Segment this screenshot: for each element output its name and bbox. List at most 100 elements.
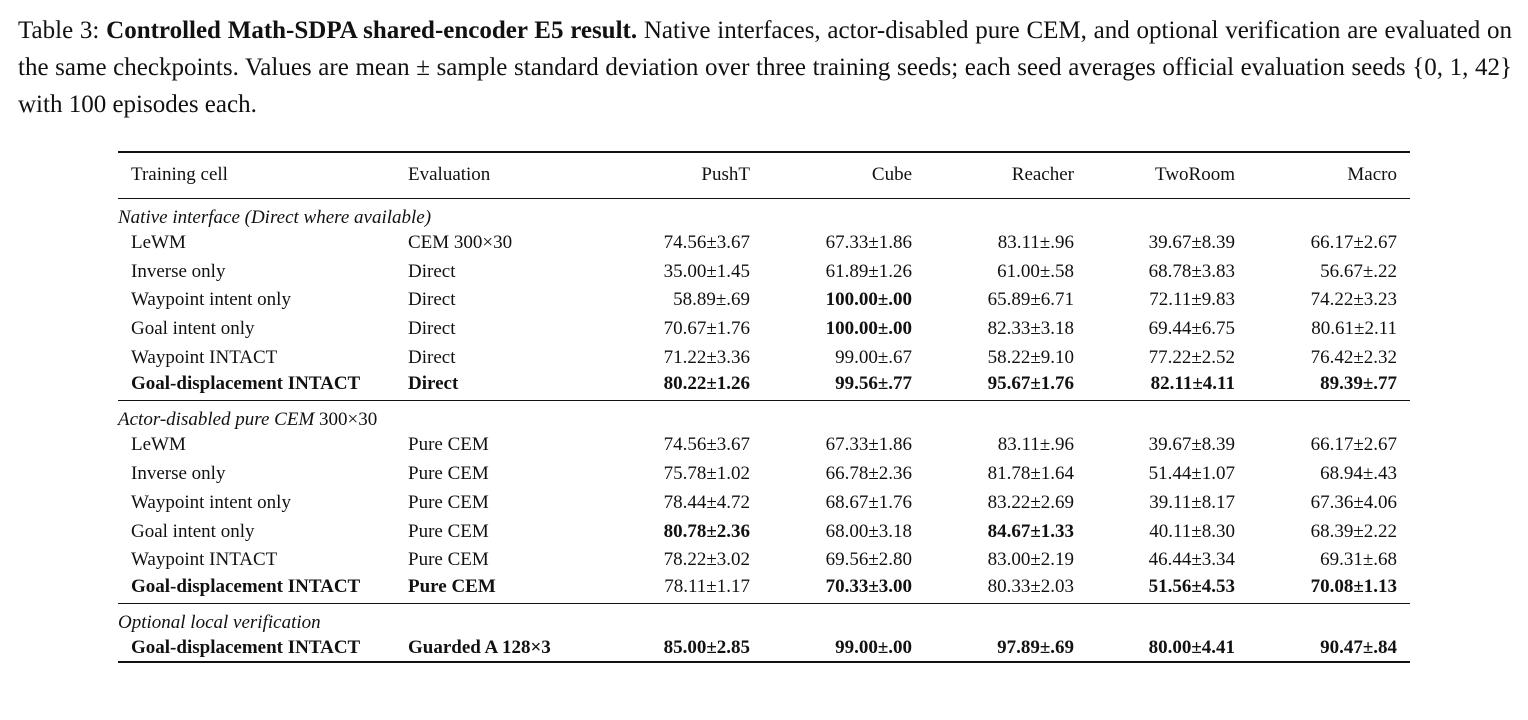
cell-cube: 68.67±1.76 [825,491,912,513]
cell-pusht: 74.56±3.67 [663,231,750,253]
cell-cube: 99.56±.77 [763,371,925,402]
header-training-cell: Training cell [131,164,228,186]
cell-pusht: 78.44±4.72 [663,491,750,513]
cell-reacher: 82.33±3.18 [987,317,1074,339]
cell-pusht: 71.22±3.36 [663,346,750,368]
cell-pusht: 85.00±2.85 [603,633,763,664]
cell-pusht: 75.78±1.02 [663,463,750,485]
table-row: Goal-displacement INTACT Direct 80.22±1.26… [118,371,1410,402]
cell-evaluation: Guarded A 128×3 [408,633,603,664]
cell-macro: 68.94±.43 [1320,463,1397,485]
cell-training-cell: LeWM [131,434,186,456]
cell-macro: 89.39±.77 [1248,371,1410,402]
cell-tworoom: 51.44±1.07 [1148,463,1235,485]
table-row: Waypoint intent only Pure CEM 78.44±4.72 68… [118,489,1410,518]
cell-macro: 74.22±3.23 [1310,289,1397,311]
table-header: Training cell Evaluation PushT Cube Reac… [118,152,1410,198]
table-caption: Table 3: Controlled Math-SDPA shared-enc… [18,12,1512,123]
cell-reacher: 97.89±.69 [925,633,1087,664]
cell-training-cell: Goal-displacement INTACT [118,371,408,402]
cell-cube: 67.33±1.86 [825,434,912,456]
cell-reacher: 95.67±1.76 [925,371,1087,402]
cell-training-cell: Waypoint intent only [131,491,291,513]
cell-reacher: 58.22±9.10 [987,346,1074,368]
cutoff-text-fragment [18,705,1512,720]
header-reacher: Reacher [1011,164,1074,186]
cell-cube: 100.00±.00 [825,317,912,339]
table-row: Waypoint INTACT Pure CEM 78.22±3.02 69.56±2… [118,546,1410,575]
caption-text: Native interfaces, actor-disabled pure C… [18,17,1513,118]
cell-macro: 69.31±.68 [1320,549,1397,571]
cell-tworoom: 69.44±6.75 [1148,317,1235,339]
table-row: LeWM CEM 300×30 74.56±3.67 67.33±1.86 83.11±… [118,229,1410,258]
cell-macro: 76.42±2.32 [1310,346,1397,368]
cell-pusht: 80.22±1.26 [603,371,763,402]
cell-tworoom: 51.56±4.53 [1087,574,1248,604]
cell-macro: 56.67±.22 [1320,260,1397,282]
cell-reacher: 61.00±.58 [997,260,1074,282]
cell-evaluation: Direct [408,371,603,402]
cell-reacher: 83.00±2.19 [987,549,1074,571]
table-row: Goal intent only Direct 70.67±1.76 100.00±.… [118,315,1410,344]
cell-macro: 67.36±4.06 [1310,491,1397,513]
cell-training-cell: LeWM [131,231,186,253]
cell-evaluation: Pure CEM [408,491,489,513]
cell-reacher: 81.78±1.64 [987,463,1074,485]
cell-cube: 69.56±2.80 [825,549,912,571]
table-row: Goal-displacement INTACT Pure CEM 78.11±1.… [118,574,1410,604]
cell-training-cell: Inverse only [131,260,226,282]
cell-reacher: 83.22±2.69 [987,491,1074,513]
cell-evaluation: Pure CEM [408,574,603,604]
header-pusht: PushT [701,164,750,186]
cell-pusht: 35.00±1.45 [663,260,750,282]
cell-cube: 99.00±.67 [835,346,912,368]
header-tworoom: TwoRoom [1155,164,1235,186]
header-row: Training cell Evaluation PushT Cube Reac… [118,152,1410,198]
section-header-row: Optional local verification [118,603,1410,634]
cell-tworoom: 39.67±8.39 [1148,231,1235,253]
cell-training-cell: Goal intent only [131,520,255,542]
cell-evaluation: Pure CEM [408,434,489,456]
header-macro: Macro [1347,164,1397,186]
table-body: Native interface (Direct where available… [118,198,1410,664]
section-title: Optional local verification [118,603,1410,634]
cell-evaluation: Pure CEM [408,520,489,542]
cell-macro: 66.17±2.67 [1310,434,1397,456]
cell-cube: 66.78±2.36 [825,463,912,485]
section-title-text: Native interface (Direct where available… [118,206,432,228]
cell-tworoom: 39.11±8.17 [1149,491,1235,513]
cell-training-cell: Waypoint INTACT [131,346,278,368]
cell-evaluation: CEM 300×30 [408,231,513,253]
section-title: Native interface (Direct where available… [118,198,1410,229]
cell-tworoom: 80.00±4.41 [1087,633,1248,664]
cell-reacher: 65.89±6.71 [987,289,1074,311]
cell-tworoom: 46.44±3.34 [1148,549,1235,571]
table-row: Goal intent only Pure CEM 80.78±2.36 68.00±… [118,517,1410,546]
cell-reacher: 80.33±2.03 [925,574,1087,604]
cell-evaluation: Direct [408,317,456,339]
cell-training-cell: Waypoint intent only [131,289,291,311]
cell-pusht: 58.89±.69 [673,289,750,311]
cell-cube: 67.33±1.86 [825,231,912,253]
results-table: Training cell Evaluation PushT Cube Reac… [118,151,1410,664]
cell-tworoom: 77.22±2.52 [1148,346,1235,368]
cell-pusht: 78.11±1.17 [603,574,763,604]
cell-reacher: 83.11±.96 [997,434,1074,456]
cell-evaluation: Direct [408,260,456,282]
cell-cube: 70.33±3.00 [763,574,925,604]
section-title: Actor-disabled pure CEM 300×30 [118,401,1410,432]
cell-training-cell: Goal intent only [131,317,255,339]
cell-cube: 68.00±3.18 [825,520,912,542]
section-title-text: Optional local verification [118,611,321,633]
cell-cube: 61.89±1.26 [825,260,912,282]
cell-tworoom: 72.11±9.83 [1149,289,1235,311]
cell-tworoom: 68.78±3.83 [1148,260,1235,282]
cell-macro: 68.39±2.22 [1310,520,1397,542]
cell-pusht: 80.78±2.36 [663,520,750,542]
cell-evaluation: Pure CEM [408,463,489,485]
cell-evaluation: Pure CEM [408,549,489,571]
cell-training-cell: Goal-displacement INTACT [118,574,408,604]
cell-pusht: 70.67±1.76 [663,317,750,339]
cell-macro: 66.17±2.67 [1310,231,1397,253]
cell-macro: 70.08±1.13 [1248,574,1410,604]
